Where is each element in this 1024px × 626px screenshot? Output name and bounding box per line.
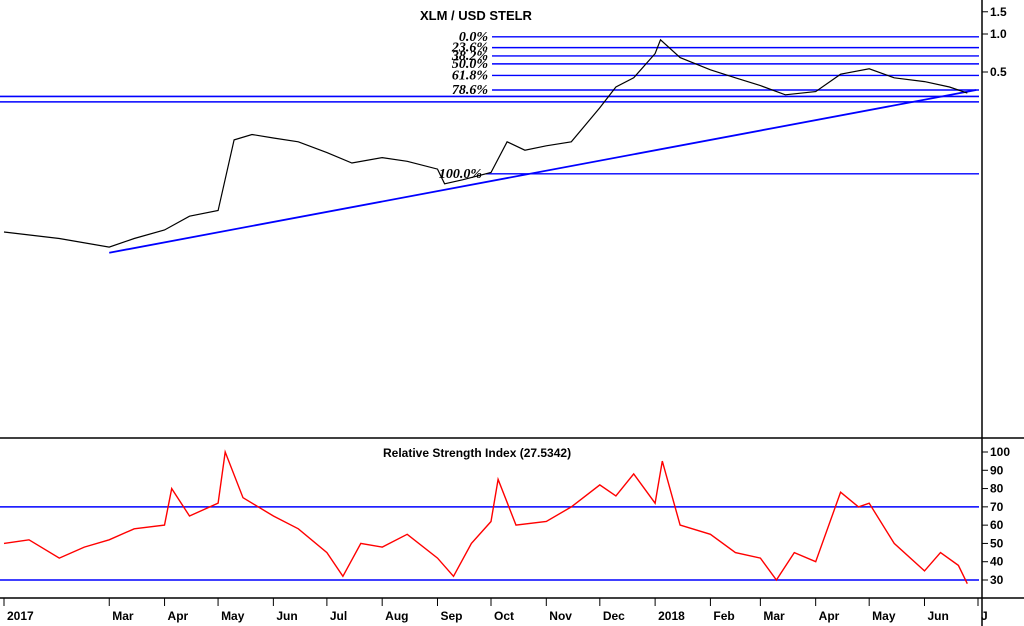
- fib-level-label: 61.8%: [452, 68, 488, 83]
- rsi-axis-ticks: 100 90 80 70 60 50 40 30: [982, 445, 1010, 587]
- fibonacci-labels: 0.0%23.6%38.2%50.0%61.8%78.6% 100.0%: [439, 30, 488, 182]
- y-tick-label: 1.5: [990, 5, 1007, 19]
- fib-level-label: 50.0%: [452, 57, 488, 72]
- y-tick-label: 60: [990, 518, 1004, 532]
- x-tick-label: Jul: [330, 609, 347, 623]
- x-tick-label: Apr: [168, 609, 189, 623]
- x-tick-label: Feb: [713, 609, 734, 623]
- price-axis-ticks: 1.5 1.0 0.5: [982, 5, 1007, 79]
- x-tick-label: Aug: [385, 609, 408, 623]
- fib-level-label: 23.6%: [451, 41, 488, 56]
- x-tick-label: Dec: [603, 609, 625, 623]
- x-axis-labels: 2017 Mar Apr May Jun Jul Aug Sep Oct Nov Dec 2018 Fe…: [7, 609, 988, 623]
- x-tick-label: 2017: [7, 609, 34, 623]
- price-chart-title: XLM / USD STELR: [420, 8, 533, 23]
- y-tick-label: 90: [990, 463, 1004, 477]
- fib-level-label: 38.2%: [451, 49, 488, 64]
- price-reference-lines: [0, 36, 979, 254]
- rsi-chart-title: Relative Strength Index (27.5342): [383, 446, 571, 460]
- fib-level-label: 100.0%: [439, 167, 482, 182]
- x-tick-label: Jun: [276, 609, 297, 623]
- x-tick-label: Oct: [494, 609, 514, 623]
- rsi-reference-lines: [0, 506, 979, 581]
- y-tick-label: 70: [990, 500, 1004, 514]
- y-tick-label: 30: [990, 573, 1004, 587]
- y-tick-label: 50: [990, 536, 1004, 550]
- x-tick-label: Nov: [549, 609, 572, 623]
- trend-line: [109, 89, 977, 254]
- x-tick-label: Mar: [763, 609, 785, 623]
- x-tick-label: Mar: [112, 609, 134, 623]
- y-tick-label: 40: [990, 555, 1004, 569]
- x-tick-label: J: [981, 609, 988, 623]
- x-tick-label: 2018: [658, 609, 685, 623]
- x-tick-label: Apr: [819, 609, 840, 623]
- fib-level-label: 0.0%: [459, 30, 488, 45]
- y-tick-label: 80: [990, 482, 1004, 496]
- y-tick-label: 1.0: [990, 27, 1007, 41]
- x-tick-label: May: [221, 609, 245, 623]
- rsi-series-line: [3, 449, 968, 585]
- fib-level-label: 78.6%: [452, 83, 488, 98]
- grid: [3, 598, 979, 606]
- y-tick-label: 0.5: [990, 65, 1007, 79]
- x-tick-label: May: [872, 609, 896, 623]
- x-tick-label: Jun: [927, 609, 948, 623]
- x-tick-label: Sep: [440, 609, 462, 623]
- y-tick-label: 100: [990, 445, 1010, 459]
- price-series-line: [3, 38, 968, 248]
